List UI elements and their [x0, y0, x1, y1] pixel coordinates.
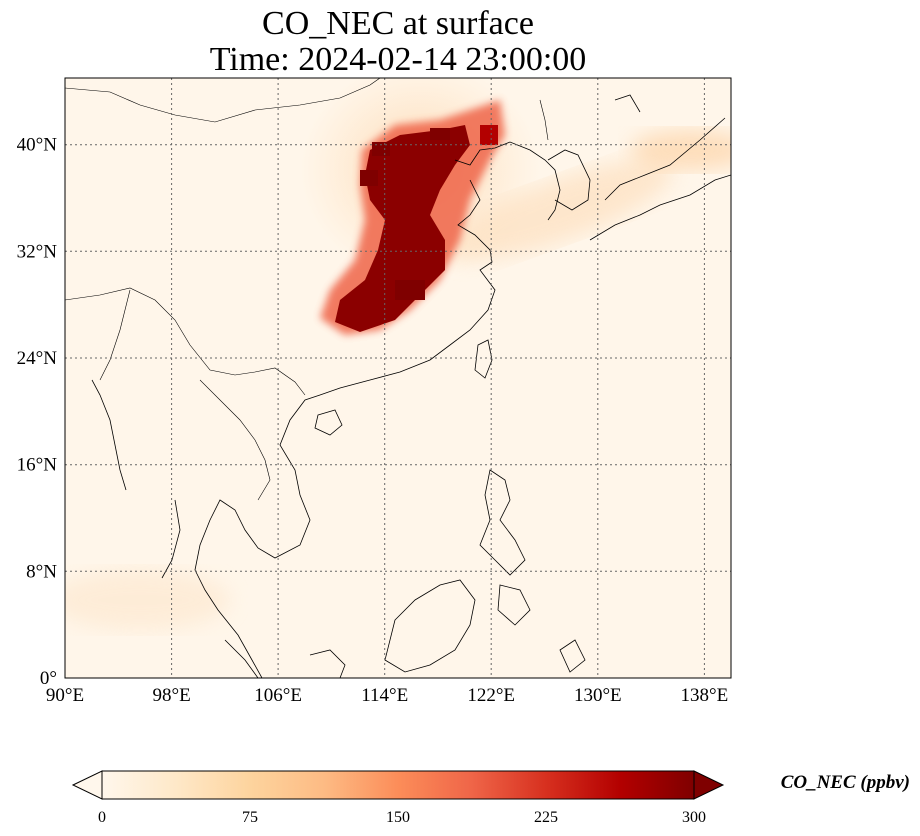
colorbar: 0 75 150 225 300 CO_NEC (ppbv)	[71, 770, 910, 826]
map-title: CO_NEC at surface	[262, 5, 534, 42]
x-tick-label: 130°E	[574, 685, 622, 706]
x-axis-ticks: 90°E 98°E 106°E 114°E 122°E 130°E 138°E	[46, 685, 728, 706]
colorbar-min-extend	[71, 770, 103, 800]
colorbar-label: CO_NEC (ppbv)	[781, 772, 910, 793]
colorbar-tick-label: 150	[386, 809, 410, 826]
concentration-field	[65, 78, 731, 630]
x-tick-label: 98°E	[152, 685, 190, 706]
y-tick-label: 24°N	[17, 348, 58, 369]
map-time: Time: 2024-02-14 23:00:00	[209, 41, 587, 78]
colorbar-tick-label: 75	[242, 809, 258, 826]
colorbar-max-extend	[693, 770, 725, 800]
x-tick-label: 122°E	[467, 685, 515, 706]
y-tick-label: 40°N	[17, 135, 58, 156]
y-tick-label: 8°N	[26, 561, 57, 582]
map-panel	[65, 78, 731, 678]
colorbar-tick-label: 0	[98, 809, 106, 826]
gridlines	[65, 78, 731, 678]
x-tick-label: 90°E	[46, 685, 84, 706]
colorbar-gradient	[101, 770, 695, 800]
y-tick-label: 0°	[40, 668, 57, 689]
x-tick-label: 138°E	[681, 685, 729, 706]
map-frame	[64, 77, 732, 679]
coastlines	[65, 78, 731, 678]
x-tick-label: 114°E	[361, 685, 408, 706]
y-tick-label: 32°N	[17, 241, 58, 262]
x-tick-label: 106°E	[254, 685, 302, 706]
y-axis-ticks: 0° 8°N 16°N 24°N 32°N 40°N	[17, 135, 58, 689]
colorbar-tick-label: 300	[682, 809, 706, 826]
y-tick-label: 16°N	[17, 455, 58, 476]
colorbar-tick-label: 225	[534, 809, 558, 826]
